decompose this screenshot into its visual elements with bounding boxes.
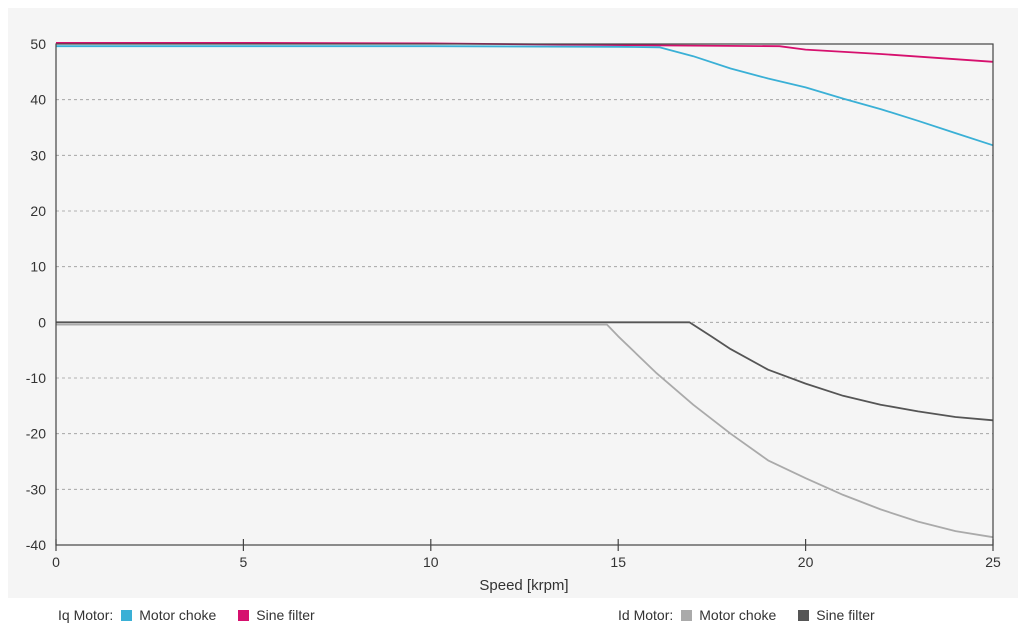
- x-tick-label: 25: [985, 554, 1001, 570]
- plot-frame: [55, 43, 994, 546]
- y-tick-label: -20: [26, 426, 46, 442]
- legend-label: Motor choke: [139, 607, 217, 623]
- legend-swatch: [681, 609, 693, 621]
- legend-id-motor: Id Motor: Motor choke Sine filter: [618, 604, 895, 626]
- legend-swatch: [121, 609, 133, 621]
- x-axis-title: Speed [krpm]: [479, 577, 568, 594]
- y-axis-ticks: 50 40 30 20 10 0 -10 -20 -30 -40: [26, 36, 46, 553]
- y-tick-label: 10: [30, 259, 46, 275]
- legend-item-iq-motor-choke: Motor choke: [119, 607, 216, 623]
- series-line-4: [56, 323, 994, 539]
- y-tick-label: 40: [30, 92, 46, 108]
- x-tick-label: 0: [52, 554, 60, 570]
- chart-panel: 50 40 30 20 10 0 -10 -20 -30 -40 0 5 10 15 20 25 Speed…: [8, 8, 1018, 598]
- y-tick-label: -40: [26, 537, 46, 553]
- legend-label: Sine filter: [816, 607, 875, 623]
- legend-group-label: Iq Motor:: [58, 607, 114, 623]
- legend-iq-motor: Iq Motor: Motor choke Sine filter: [58, 604, 335, 626]
- legend-group-label: Id Motor:: [618, 607, 674, 623]
- x-tick-label: 15: [610, 554, 626, 570]
- legend-label: Motor choke: [699, 607, 777, 623]
- series-line-1: [56, 42, 994, 63]
- y-tick-label: 0: [38, 314, 46, 330]
- x-tick-label: 5: [240, 554, 248, 570]
- legend-item-id-sine-filter: Sine filter: [796, 607, 875, 623]
- legend-item-id-motor-choke: Motor choke: [679, 607, 776, 623]
- legend-swatch: [798, 609, 810, 621]
- y-tick-label: -10: [26, 370, 46, 386]
- series-lines: [56, 42, 994, 539]
- y-tick-label: 30: [30, 147, 46, 163]
- line-chart: 50 40 30 20 10 0 -10 -20 -30 -40 0 5 10 15 20 25 Speed…: [26, 36, 1001, 594]
- series-line-2: [56, 45, 994, 147]
- y-tick-label: 50: [30, 36, 46, 52]
- x-tick-label: 10: [423, 554, 439, 570]
- legend-swatch: [238, 609, 250, 621]
- x-tick-label: 20: [798, 554, 814, 570]
- x-axis-ticks: 0 5 10 15 20 25: [52, 539, 1001, 570]
- series-line-3: [56, 321, 994, 422]
- y-tick-label: 20: [30, 203, 46, 219]
- y-tick-label: -30: [26, 481, 46, 497]
- legend-label: Sine filter: [256, 607, 315, 623]
- legend-item-iq-sine-filter: Sine filter: [236, 607, 315, 623]
- grid-lines: [56, 99, 993, 490]
